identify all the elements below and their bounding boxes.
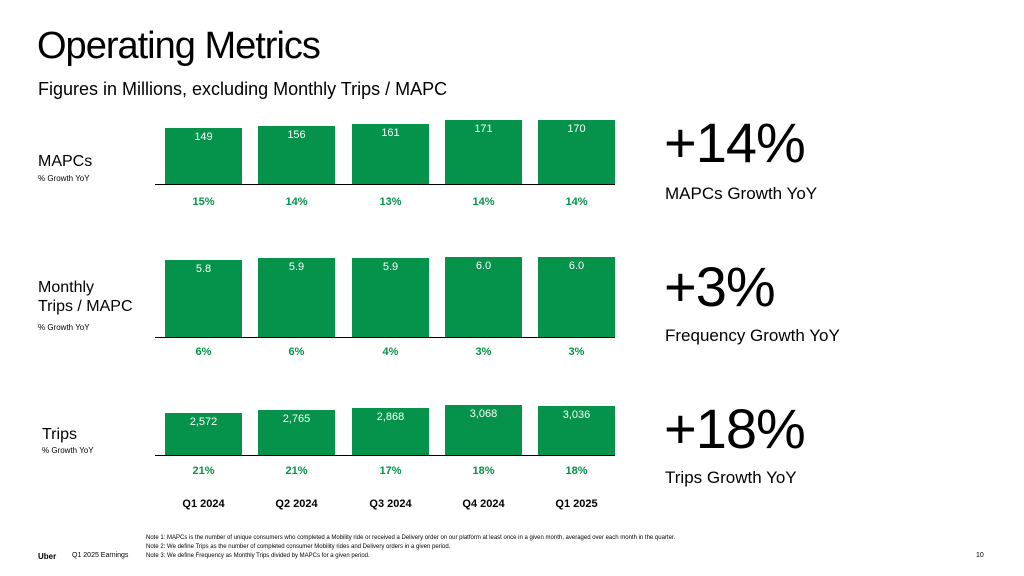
bar-1 <box>165 128 242 184</box>
bar-value-label: 2,765 <box>282 413 311 425</box>
kpi-trips-value: +18% <box>664 397 806 460</box>
footnote-1: Note 1: MAPCs is the number of unique co… <box>146 535 676 541</box>
kpi-mapcs-label: MAPCs Growth YoY <box>665 184 818 203</box>
bar-3 <box>352 258 429 337</box>
bar-value-label: 6.0 <box>475 260 492 272</box>
bar-value-label: 170 <box>567 123 586 135</box>
growth-label: 4% <box>382 346 399 358</box>
bar-value-label: 149 <box>194 131 213 143</box>
quarter-tick-label: Q3 2024 <box>369 498 412 510</box>
growth-label: 14% <box>285 196 308 208</box>
bar-2 <box>258 410 335 455</box>
growth-label: 3% <box>568 346 585 358</box>
bar-value-label: 3,036 <box>562 409 591 421</box>
bar-4 <box>445 405 522 455</box>
bar-value-label: 156 <box>287 129 306 141</box>
kpi-frequency-value: +3% <box>664 255 776 318</box>
bar-value-label: 3,068 <box>469 408 498 420</box>
footnote-2: Note 2: We define Trips as the number of… <box>146 544 451 550</box>
bar-2 <box>258 258 335 337</box>
quarter-tick-label: Q1 2025 <box>555 498 598 510</box>
bar-value-label: 6.0 <box>568 260 585 272</box>
row-sub-trips: % Growth YoY <box>42 446 94 455</box>
growth-label: 17% <box>379 465 402 477</box>
footnote-3: Note 3: We define Frequency as Monthly T… <box>146 553 370 559</box>
growth-label: 15% <box>192 196 215 208</box>
page-subtitle: Figures in Millions, excluding Monthly T… <box>38 79 448 99</box>
bar-5 <box>538 120 615 184</box>
page-number: 10 <box>976 552 984 559</box>
growth-label: 18% <box>472 465 495 477</box>
bar-4 <box>445 257 522 337</box>
row-label-trips: Trips <box>42 426 77 443</box>
growth-label: 6% <box>288 346 305 358</box>
growth-label: 6% <box>195 346 212 358</box>
quarter-tick-label: Q2 2024 <box>275 498 318 510</box>
bar-value-label: 161 <box>381 127 400 139</box>
growth-label: 14% <box>565 196 588 208</box>
bar-3 <box>352 124 429 184</box>
bar-2 <box>258 126 335 184</box>
baseline-trips-per-mapc <box>155 337 615 338</box>
kpi-mapcs-value: +14% <box>664 111 806 174</box>
bar-4 <box>445 120 522 184</box>
baseline-trips <box>155 455 615 456</box>
bar-value-label: 5.8 <box>195 263 212 275</box>
footer-doc-title: Q1 2025 Earnings <box>72 552 129 559</box>
bar-5 <box>538 406 615 455</box>
row-label-trips-per-mapc-1: Monthly <box>38 279 95 296</box>
row-sub-mapcs: % Growth YoY <box>38 174 90 183</box>
bar-1 <box>165 413 242 455</box>
row-label-mapcs: MAPCs <box>38 153 93 170</box>
bar-value-label: 2,868 <box>376 411 405 423</box>
kpi-frequency-label: Frequency Growth YoY <box>665 326 840 345</box>
bar-3 <box>352 408 429 455</box>
growth-label: 13% <box>379 196 402 208</box>
bar-1 <box>165 260 242 337</box>
growth-label: 21% <box>285 465 308 477</box>
row-sub-trips-per-mapc: % Growth YoY <box>38 323 90 332</box>
growth-label: 14% <box>472 196 495 208</box>
growth-label: 3% <box>475 346 492 358</box>
bar-5 <box>538 257 615 337</box>
bar-value-label: 5.9 <box>288 261 305 273</box>
growth-label: 21% <box>192 465 215 477</box>
kpi-trips-label: Trips Growth YoY <box>665 468 797 487</box>
row-label-trips-per-mapc-2: Trips / MAPC <box>38 298 133 315</box>
footer-brand: Uber <box>38 552 57 561</box>
baseline-mapcs <box>155 184 615 185</box>
quarter-tick-label: Q1 2024 <box>182 498 225 510</box>
footnotes: Note 1: MAPCs is the number of unique co… <box>146 534 675 561</box>
bar-value-label: 171 <box>474 123 493 135</box>
bar-value-label: 5.9 <box>382 261 399 273</box>
page-title: Operating Metrics <box>37 25 321 67</box>
growth-label: 18% <box>565 465 588 477</box>
bar-value-label: 2,572 <box>189 416 218 428</box>
quarter-tick-label: Q4 2024 <box>462 498 505 510</box>
